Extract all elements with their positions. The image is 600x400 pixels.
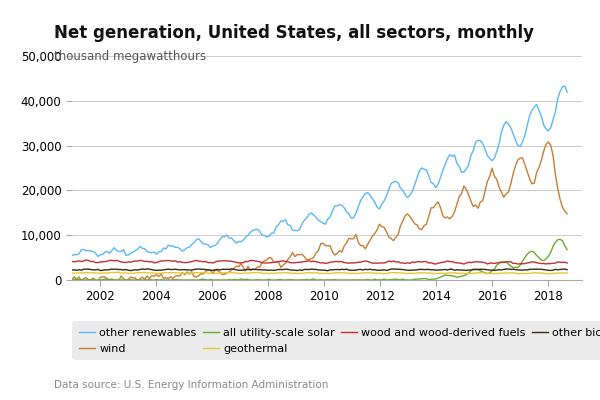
other renewables: [310, 213, 317, 218]
all utility-scale solar: [78, 278, 85, 282]
Legend: other renewables, wind, all utility-scale solar, geothermal, wood and wood-deriv: other renewables, wind, all utility-scal…: [73, 321, 600, 360]
wood and wood-derived fuels: [460, 262, 467, 266]
wood and wood-derived fuels: [310, 259, 317, 264]
other renewables: [437, 175, 444, 180]
other renewables: [423, 168, 430, 172]
other renewables: [68, 253, 76, 258]
Line: other biomass: other biomass: [72, 269, 567, 271]
Line: other renewables: other renewables: [72, 86, 567, 256]
other biomass: [143, 266, 151, 271]
wood and wood-derived fuels: [498, 260, 505, 264]
wind: [437, 205, 444, 210]
wood and wood-derived fuels: [68, 259, 76, 264]
all utility-scale solar: [496, 261, 503, 266]
all utility-scale solar: [108, 277, 115, 282]
other renewables: [108, 248, 115, 253]
wind: [563, 212, 571, 216]
all utility-scale solar: [423, 276, 430, 281]
other biomass: [68, 268, 76, 272]
other biomass: [498, 268, 505, 272]
geothermal: [423, 271, 430, 276]
other renewables: [561, 84, 568, 88]
geothermal: [94, 270, 101, 275]
other biomass: [310, 267, 317, 272]
all utility-scale solar: [68, 278, 76, 282]
wood and wood-derived fuels: [423, 259, 430, 264]
other biomass: [324, 268, 331, 273]
all utility-scale solar: [437, 274, 444, 279]
geothermal: [68, 271, 76, 276]
Text: Net generation, United States, all sectors, monthly: Net generation, United States, all secto…: [54, 24, 534, 42]
wood and wood-derived fuels: [97, 260, 104, 264]
wind: [423, 222, 430, 227]
all utility-scale solar: [310, 277, 317, 282]
geothermal: [563, 270, 571, 275]
Line: all utility-scale solar: all utility-scale solar: [72, 239, 567, 280]
geothermal: [545, 271, 552, 276]
other biomass: [439, 267, 446, 272]
wood and wood-derived fuels: [437, 260, 444, 265]
Line: wood and wood-derived fuels: wood and wood-derived fuels: [72, 260, 567, 264]
wood and wood-derived fuels: [563, 261, 571, 266]
wood and wood-derived fuels: [108, 258, 115, 263]
Text: Data source: U.S. Energy Information Administration: Data source: U.S. Energy Information Adm…: [54, 380, 328, 390]
geothermal: [113, 270, 120, 275]
wind: [310, 255, 317, 260]
all utility-scale solar: [557, 237, 564, 242]
all utility-scale solar: [97, 278, 104, 282]
wood and wood-derived fuels: [82, 258, 89, 262]
geothermal: [310, 270, 317, 275]
other renewables: [563, 90, 571, 94]
other renewables: [94, 254, 101, 259]
geothermal: [106, 270, 113, 275]
geothermal: [496, 271, 503, 276]
wind: [94, 279, 101, 284]
other biomass: [106, 267, 113, 272]
wind: [113, 280, 120, 284]
other biomass: [563, 267, 571, 272]
wind: [496, 185, 503, 190]
wind: [68, 277, 76, 282]
wind: [545, 140, 552, 144]
other renewables: [496, 141, 503, 146]
Line: geothermal: geothermal: [72, 272, 567, 274]
other renewables: [97, 252, 104, 257]
Line: wind: wind: [72, 142, 567, 282]
other biomass: [425, 267, 432, 272]
all utility-scale solar: [563, 247, 571, 252]
geothermal: [437, 271, 444, 276]
wind: [106, 277, 113, 282]
other biomass: [94, 267, 101, 272]
Text: thousand megawatthours: thousand megawatthours: [54, 50, 206, 63]
